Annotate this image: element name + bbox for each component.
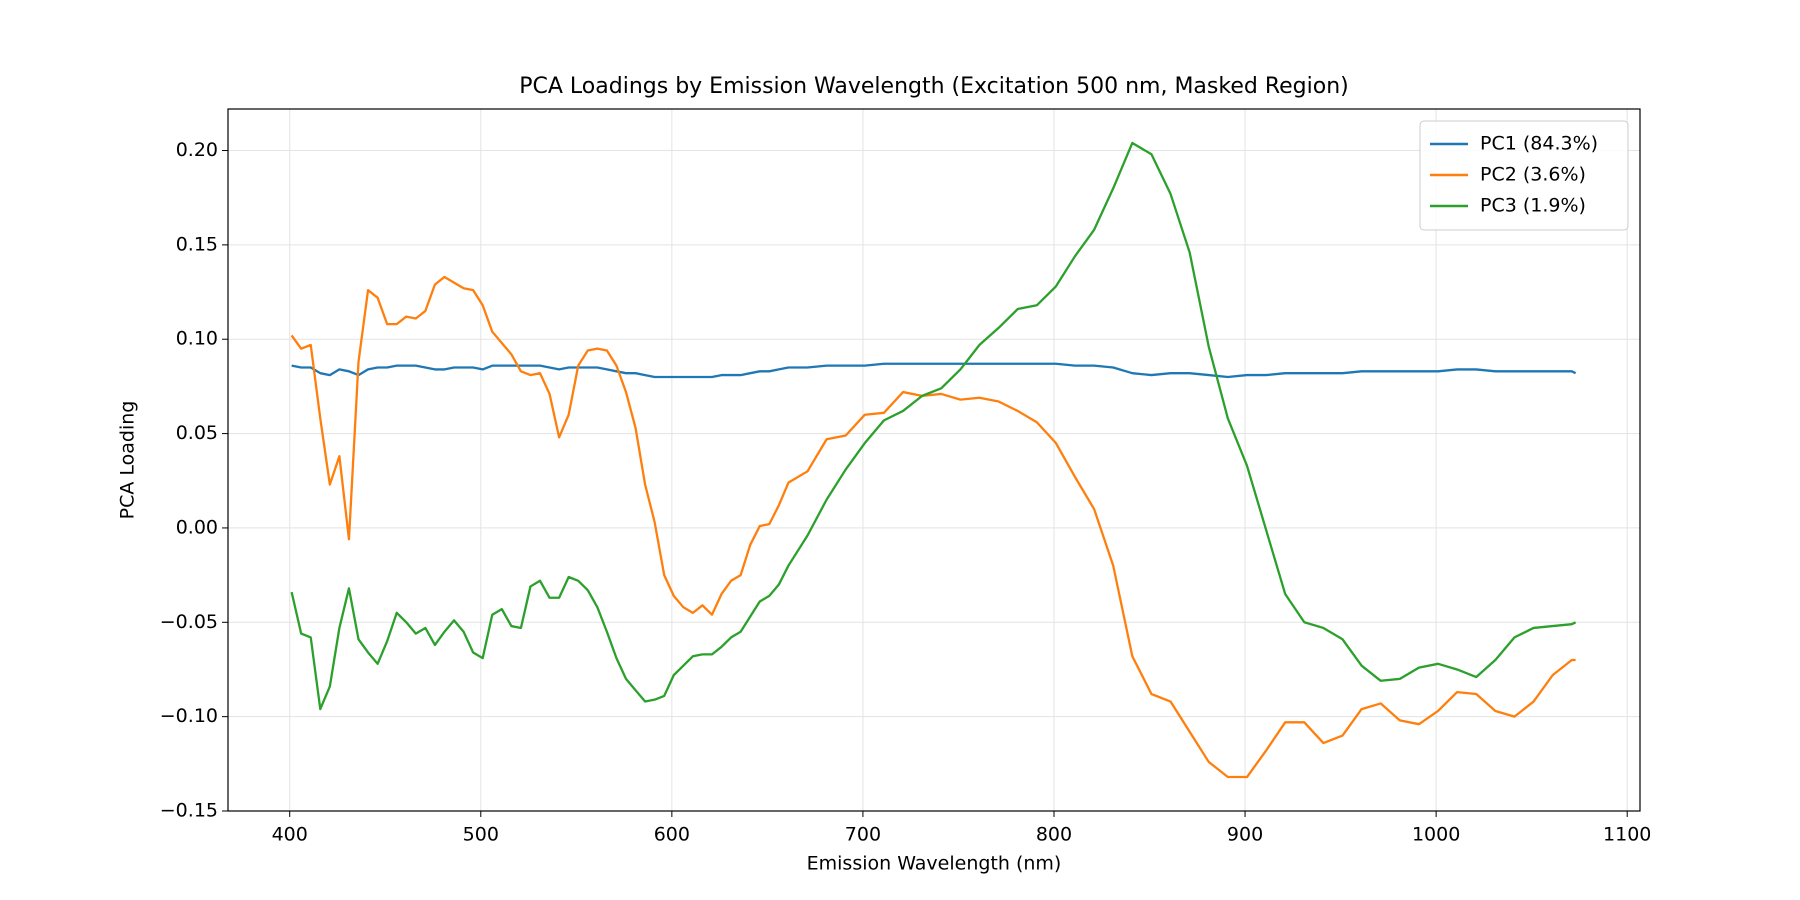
x-tick-label: 700 bbox=[845, 824, 881, 846]
y-tick-label: 0.00 bbox=[176, 516, 218, 538]
data-line bbox=[290, 275, 1576, 779]
x-tick-label: 900 bbox=[1227, 824, 1263, 846]
x-tick-label: 400 bbox=[272, 824, 308, 846]
x-tick-label: 600 bbox=[654, 824, 690, 846]
y-tick-label: −0.10 bbox=[160, 705, 218, 727]
legend-label: PC3 (1.9%) bbox=[1480, 195, 1586, 217]
chart-title: PCA Loadings by Emission Wavelength (Exc… bbox=[519, 74, 1348, 99]
y-axis-title: PCA Loading bbox=[117, 401, 139, 520]
y-tick-label: −0.05 bbox=[160, 611, 218, 633]
legend: PC1 (84.3%) PC2 (3.6%) PC3 (1.9%) bbox=[1419, 120, 1629, 231]
legend-label: PC2 (3.6%) bbox=[1480, 164, 1586, 186]
data-line bbox=[291, 362, 1577, 379]
y-tick-label: 0.20 bbox=[176, 139, 218, 161]
x-tick-label: 500 bbox=[463, 824, 499, 846]
legend-label: PC1 (84.3%) bbox=[1480, 133, 1598, 155]
data-line bbox=[290, 141, 1577, 711]
y-tick-label: −0.15 bbox=[160, 800, 218, 822]
plot-frame bbox=[227, 108, 1641, 812]
x-tick-label: 800 bbox=[1036, 824, 1072, 846]
x-axis-title: Emission Wavelength (nm) bbox=[807, 853, 1062, 875]
y-tick-label: 0.10 bbox=[176, 328, 218, 350]
y-tick-label: 0.15 bbox=[176, 233, 218, 255]
x-tick-label: 1000 bbox=[1412, 824, 1460, 846]
y-tick-label: 0.05 bbox=[176, 422, 218, 444]
x-tick-label: 1100 bbox=[1603, 824, 1651, 846]
legend-box bbox=[1419, 120, 1629, 231]
